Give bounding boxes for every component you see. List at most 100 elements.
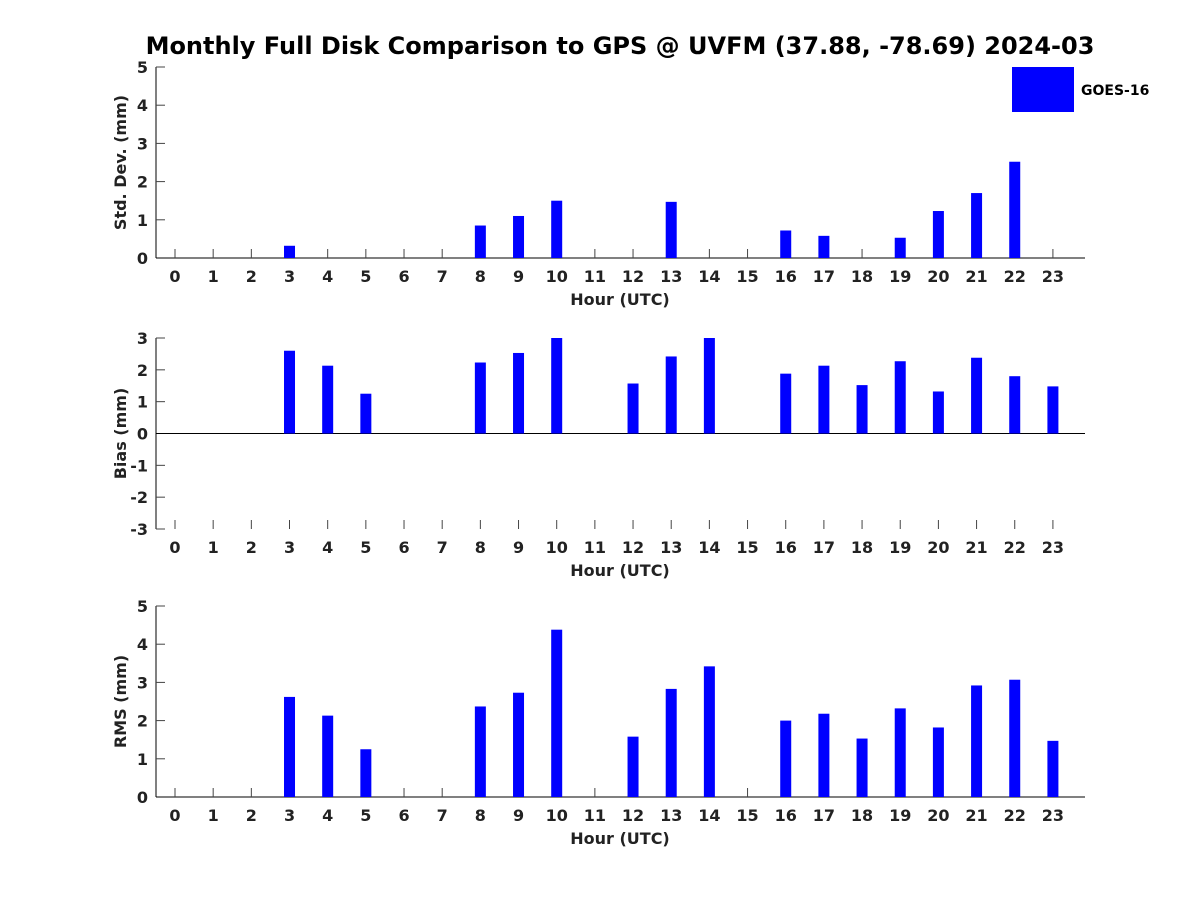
x-tick-label: 12: [622, 267, 644, 286]
x-tick-label: 17: [813, 538, 835, 557]
x-tick-label: 4: [322, 538, 333, 557]
x-tick-label: 6: [398, 538, 409, 557]
x-tick-label: 1: [208, 538, 219, 557]
x-tick-label: 20: [927, 806, 949, 825]
bar-std-hour-16: [780, 230, 792, 258]
x-tick-label: 15: [736, 538, 758, 557]
x-tick-label: 21: [965, 538, 987, 557]
bar-bias-hour-20: [932, 391, 944, 434]
x-tick-label: 15: [736, 267, 758, 286]
x-tick-label: 8: [475, 267, 486, 286]
x-tick-label: 7: [437, 267, 448, 286]
bar-rms-hour-8: [474, 706, 486, 797]
bar-rms-hour-12: [627, 736, 639, 797]
bar-rms-hour-3: [284, 696, 296, 797]
x-tick-label: 10: [546, 538, 568, 557]
x-tick-label: 5: [360, 538, 371, 557]
x-tick-label: 11: [584, 538, 606, 557]
bar-std-hour-22: [1009, 161, 1021, 258]
y-axis-label: RMS (mm): [111, 655, 130, 748]
x-tick-label: 2: [246, 267, 257, 286]
x-axis-label: Hour (UTC): [570, 561, 670, 580]
x-tick-label: 18: [851, 806, 873, 825]
x-tick-label: 14: [698, 267, 720, 286]
x-tick-label: 9: [513, 538, 524, 557]
bar-std-hour-10: [551, 200, 563, 258]
x-tick-label: 21: [965, 267, 987, 286]
x-axis-label: Hour (UTC): [570, 290, 670, 309]
x-axis-label: Hour (UTC): [570, 829, 670, 848]
x-tick-label: 1: [208, 267, 219, 286]
x-tick-label: 22: [1004, 267, 1026, 286]
x-tick-label: 13: [660, 267, 682, 286]
x-tick-label: 3: [284, 267, 295, 286]
x-tick-label: 15: [736, 806, 758, 825]
bar-std-hour-17: [818, 235, 830, 258]
x-tick-label: 4: [322, 267, 333, 286]
x-tick-label: 17: [813, 806, 835, 825]
legend: GOES-16: [1012, 67, 1149, 112]
y-tick-label: 0: [137, 425, 148, 444]
x-tick-label: 16: [775, 538, 797, 557]
x-tick-label: 12: [622, 538, 644, 557]
x-tick-label: 0: [169, 538, 180, 557]
y-tick-label: 3: [137, 329, 148, 348]
x-tick-label: 14: [698, 806, 720, 825]
bar-rms-hour-13: [665, 688, 677, 797]
bar-bias-hour-10: [551, 338, 563, 434]
y-tick-label: 4: [137, 635, 148, 654]
bar-std-hour-3: [284, 245, 296, 258]
x-tick-label: 9: [513, 806, 524, 825]
x-tick-label: 0: [169, 806, 180, 825]
bar-bias-hour-12: [627, 383, 639, 434]
chart-title: Monthly Full Disk Comparison to GPS @ UV…: [146, 32, 1095, 60]
bar-bias-hour-14: [703, 338, 715, 434]
x-tick-label: 11: [584, 267, 606, 286]
bar-bias-hour-16: [780, 373, 792, 434]
bar-rms-hour-14: [703, 666, 715, 797]
bar-bias-hour-19: [894, 361, 906, 434]
bar-rms-hour-21: [971, 685, 983, 797]
bar-std-hour-13: [665, 201, 677, 258]
x-tick-label: 8: [475, 806, 486, 825]
x-tick-label: 22: [1004, 806, 1026, 825]
y-tick-label: 5: [137, 58, 148, 77]
x-tick-label: 9: [513, 267, 524, 286]
bar-rms-hour-17: [818, 713, 830, 797]
x-tick-label: 20: [927, 267, 949, 286]
x-tick-label: 19: [889, 806, 911, 825]
x-tick-label: 19: [889, 538, 911, 557]
bar-std-hour-8: [474, 225, 486, 258]
x-tick-label: 6: [398, 806, 409, 825]
x-tick-label: 13: [660, 538, 682, 557]
bar-bias-hour-17: [818, 365, 830, 434]
x-tick-label: 1: [208, 806, 219, 825]
bar-rms-hour-5: [360, 749, 372, 797]
y-tick-label: 1: [137, 211, 148, 230]
x-tick-label: 6: [398, 267, 409, 286]
bar-rms-hour-10: [551, 629, 563, 797]
bar-bias-hour-21: [971, 357, 983, 434]
bar-bias-hour-3: [284, 350, 296, 434]
bar-bias-hour-23: [1047, 386, 1059, 434]
y-tick-label: 2: [137, 361, 148, 380]
bar-std-hour-9: [513, 215, 525, 258]
x-tick-label: 7: [437, 538, 448, 557]
x-tick-label: 12: [622, 806, 644, 825]
x-tick-label: 3: [284, 806, 295, 825]
x-tick-label: 22: [1004, 538, 1026, 557]
y-tick-label: 4: [137, 96, 148, 115]
x-tick-label: 4: [322, 806, 333, 825]
y-tick-label: 0: [137, 249, 148, 268]
y-axis-label: Std. Dev. (mm): [111, 95, 130, 230]
x-tick-label: 5: [360, 267, 371, 286]
bar-rms-hour-9: [513, 692, 525, 797]
y-tick-label: 3: [137, 134, 148, 153]
bar-bias-hour-22: [1009, 376, 1021, 434]
x-tick-label: 21: [965, 806, 987, 825]
x-tick-label: 23: [1042, 267, 1064, 286]
x-tick-label: 19: [889, 267, 911, 286]
y-tick-label: -1: [130, 456, 148, 475]
